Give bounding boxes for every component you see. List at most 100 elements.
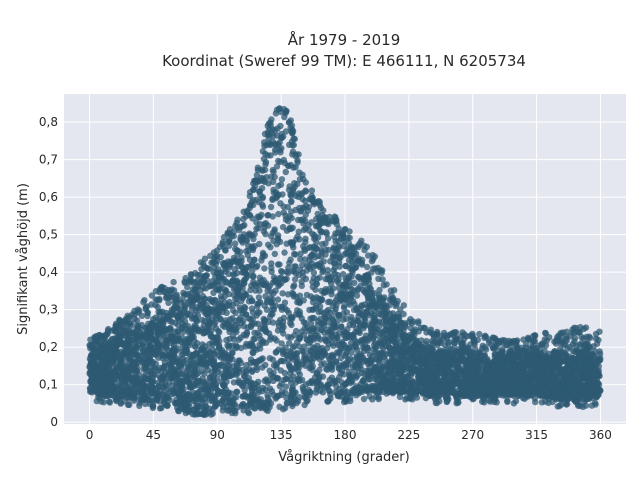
scatter-point [385,384,392,391]
scatter-point [375,370,382,377]
scatter-point [254,213,262,220]
scatter-point [223,309,230,316]
scatter-point [561,357,568,364]
scatter-point [87,388,94,395]
scatter-point [301,256,309,263]
scatter-point [528,364,535,371]
scatter-point [141,355,148,363]
scatter-point [313,280,320,288]
scatter-point [352,361,359,368]
scatter-point [414,350,421,357]
scatter-point [596,348,603,355]
scatter-point [248,297,256,304]
scatter-point [348,313,355,321]
scatter-point [235,379,242,386]
scatter-point [315,295,322,302]
scatter-point [302,225,309,232]
scatter-point [340,328,348,335]
scatter-point [301,343,308,350]
scatter-point [268,260,275,267]
scatter-point [353,317,360,324]
scatter-point [145,338,153,345]
scatter-point [320,289,327,297]
scatter-point [279,290,286,297]
scatter-point [194,358,201,365]
scatter-point [339,293,346,300]
scatter-point [190,352,197,359]
scatter-point [313,245,320,252]
scatter-point [342,352,349,360]
scatter-point [299,261,306,269]
scatter-point [168,356,175,364]
scatter-point [440,378,447,385]
scatter-point [184,310,191,318]
scatter-point [179,321,186,328]
scatter-point [218,295,225,303]
scatter-point [236,357,243,364]
scatter-point [271,335,278,342]
scatter-point [284,352,291,359]
scatter-point [469,373,476,381]
scatter-point [357,322,364,330]
scatter-point [345,257,353,264]
scatter-point [306,244,314,251]
scatter-point [269,178,277,185]
scatter-points [86,105,604,418]
scatter-point [530,385,538,392]
scatter-point [372,344,379,352]
scatter-point [325,306,332,314]
scatter-point [219,397,226,405]
scatter-point [247,316,254,323]
scatter-point [298,282,305,290]
scatter-point [259,203,267,210]
scatter-point [228,321,236,328]
scatter-point [134,364,141,371]
scatter-point [286,315,293,322]
scatter-point [480,383,487,390]
scatter-point [468,368,475,375]
scatter-point [365,376,372,383]
scatter-point [591,365,598,372]
scatter-point [319,320,326,328]
scatter-point [197,386,204,394]
scatter-point [275,346,282,353]
scatter-point [257,345,264,352]
scatter-point [596,387,604,394]
scatter-point [354,328,361,335]
scatter-point [283,227,291,234]
scatter-point [275,232,282,239]
scatter-point [308,252,316,259]
scatter-point [278,134,285,141]
scatter-point [238,293,245,300]
scatter-point [147,333,154,340]
scatter-point [303,262,311,269]
scatter-point [322,251,329,258]
scatter-point [297,250,304,257]
scatter-point [351,279,358,286]
scatter-point [372,303,380,310]
scatter-point [195,351,203,358]
scatter-point [269,306,276,313]
scatter-point [297,256,304,263]
scatter-point [241,387,248,394]
scatter-point [139,380,146,388]
scatter-point [427,387,435,394]
scatter-point [242,311,249,318]
scatter-point [281,249,288,256]
scatter-point [255,294,263,301]
scatter-point [305,203,313,211]
scatter-point [271,250,278,258]
scatter-point [175,363,182,370]
scatter-point [300,273,307,280]
scatter-point [245,382,253,390]
scatter-point [164,385,171,393]
scatter-point [290,267,298,275]
scatter-point [304,336,311,344]
scatter-point [419,387,426,394]
scatter-point [249,273,257,280]
scatter-point [243,330,250,337]
scatter-point [308,358,316,365]
scatter-point [433,374,440,382]
scatter-point [247,356,255,363]
scatter-point [254,303,261,310]
